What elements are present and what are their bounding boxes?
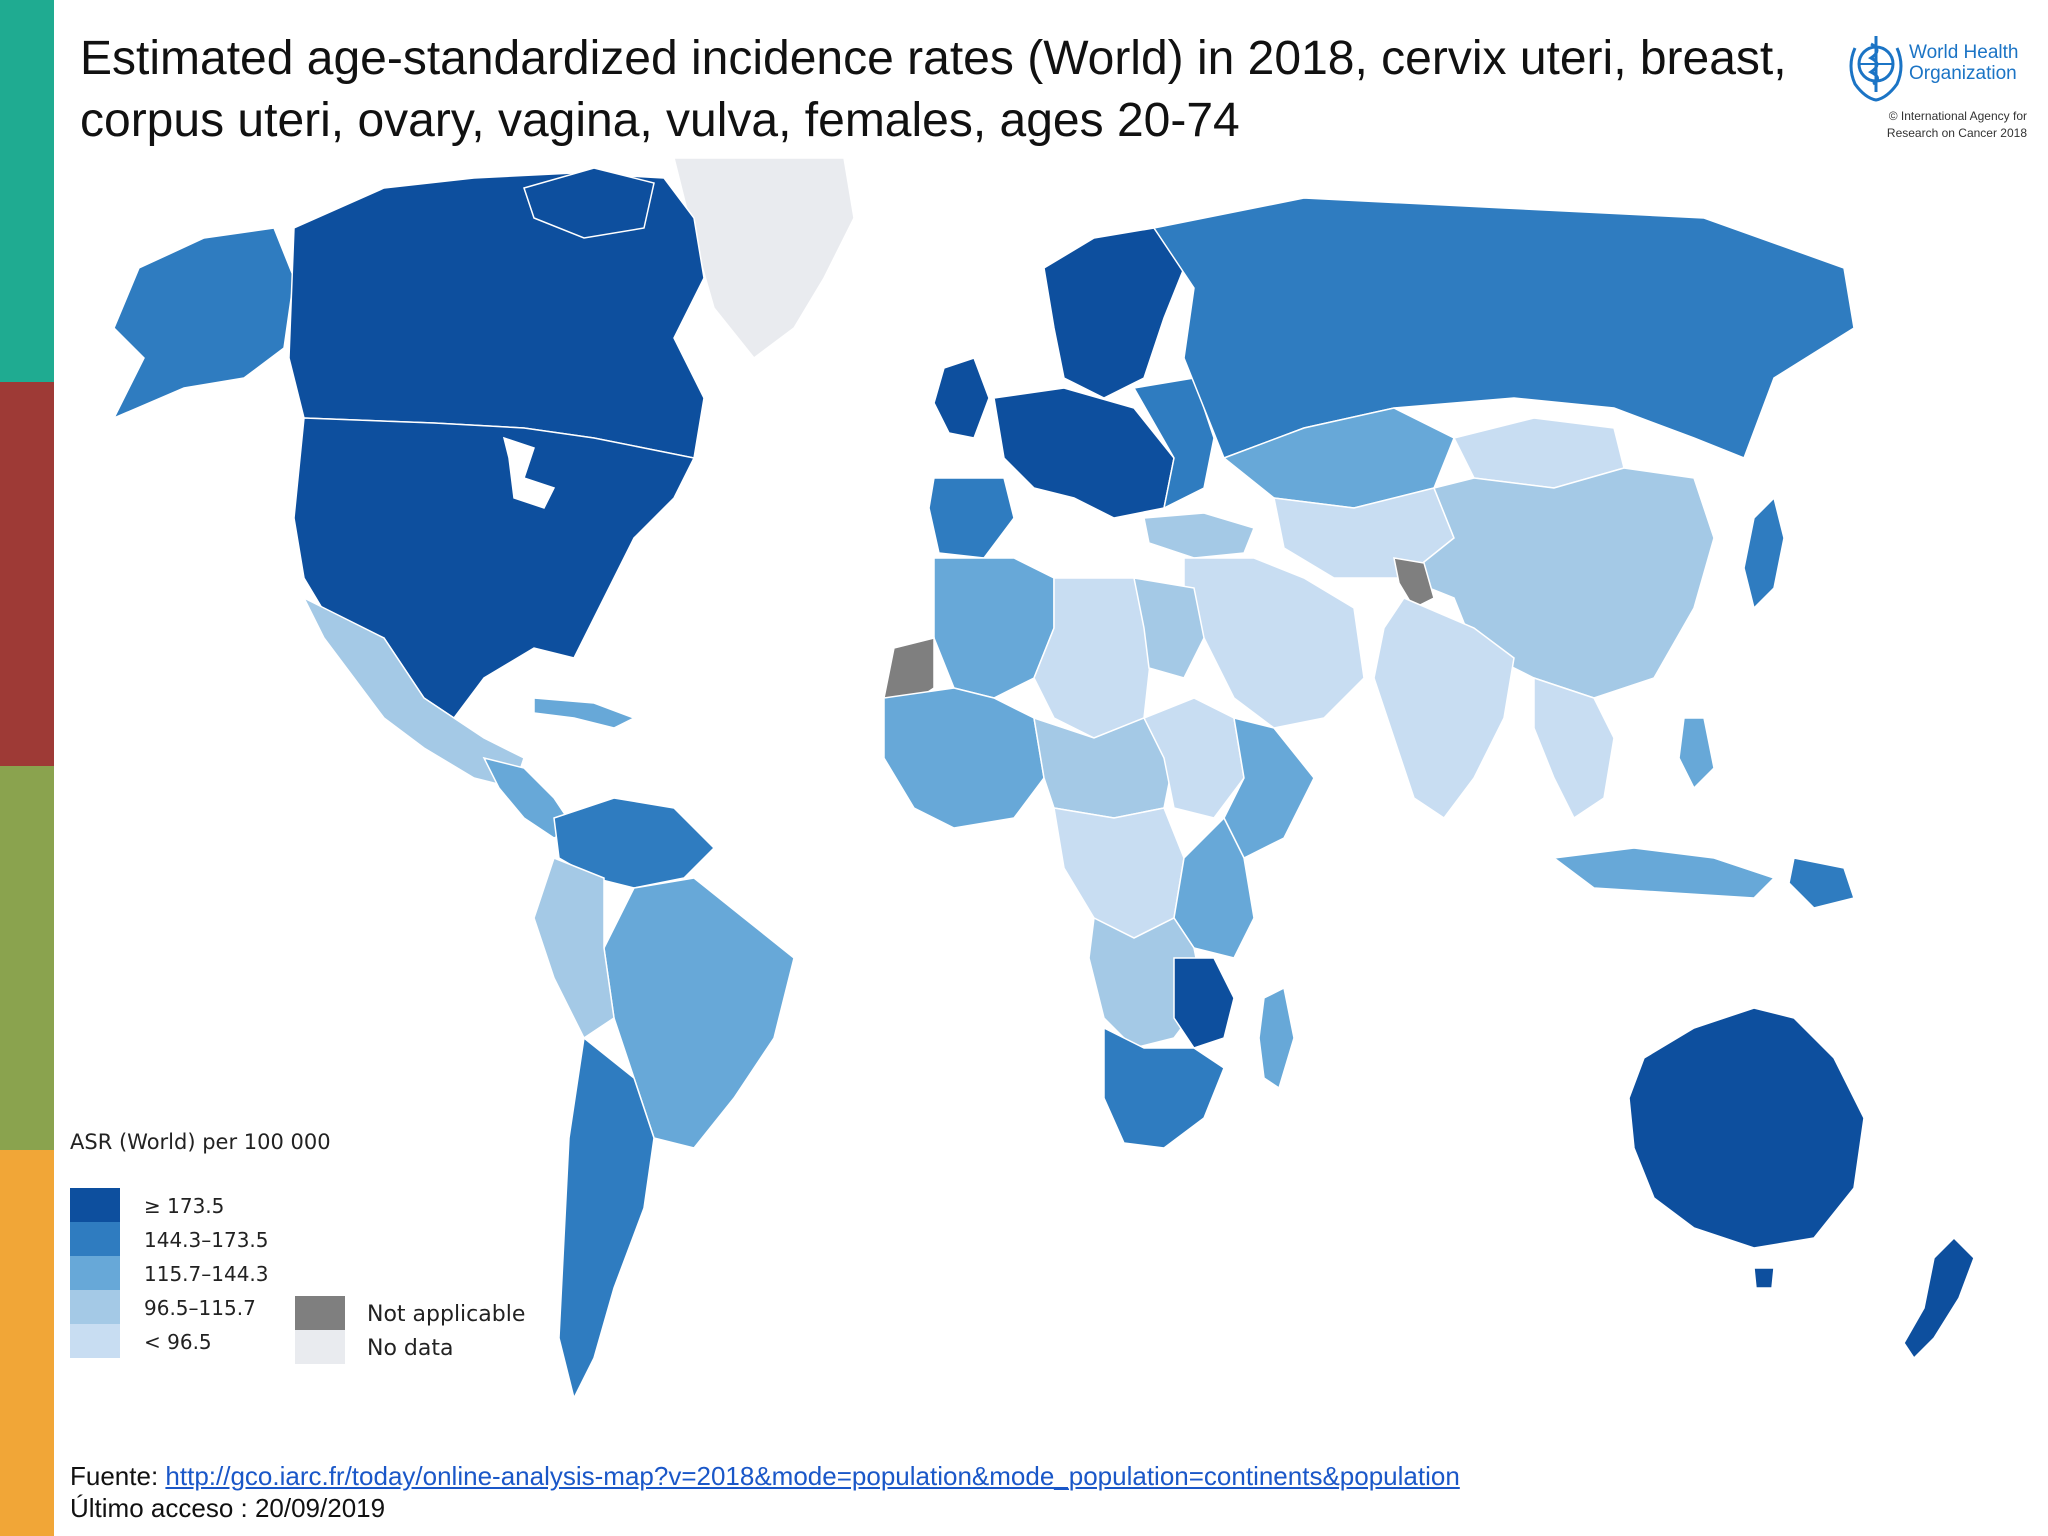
region-great-lakes — [502, 436, 556, 509]
legend-swatch — [70, 1256, 120, 1290]
region-mainland-southeast-asia — [1533, 676, 1615, 820]
legend-swatch — [70, 1188, 120, 1222]
source-label: Fuente: — [70, 1461, 166, 1491]
legend-swatch — [295, 1296, 345, 1330]
region-australia — [1628, 1007, 1865, 1249]
region-russia — [1152, 197, 1855, 459]
iarc-copyright: © International Agency for Research on C… — [1886, 109, 2027, 140]
legend-label: Not applicable — [367, 1302, 526, 1327]
side-bar-orange — [0, 1150, 54, 1536]
source-line: Fuente: http://gco.iarc.fr/today/online-… — [70, 1460, 1460, 1492]
region-sudan — [1142, 697, 1245, 819]
region-new-zealand — [1903, 1236, 1975, 1360]
source-link[interactable]: http://gco.iarc.fr/today/online-analysis… — [165, 1461, 1460, 1491]
map-legend: ASR (World) per 100 000 ≥ 173.5 144.3–17… — [70, 1130, 550, 1380]
legend-swatch — [295, 1330, 345, 1364]
region-argentina-chile — [558, 1036, 655, 1401]
region-india — [1373, 597, 1515, 820]
region-middle-east — [1183, 557, 1365, 729]
region-alaska — [112, 227, 295, 420]
world-map — [54, 158, 2048, 1448]
region-scandinavia — [1043, 227, 1185, 399]
legend-label: 96.5–115.7 — [144, 1296, 256, 1320]
region-pakistan — [1393, 557, 1435, 609]
side-bar-red — [0, 382, 54, 766]
legend-swatch — [70, 1290, 120, 1324]
who-logo: World Health Organization © Internationa… — [1845, 28, 2027, 158]
legend-label: No data — [367, 1336, 454, 1361]
region-indonesia — [1552, 847, 1776, 899]
who-org-name: World Health Organization — [1909, 42, 2019, 84]
region-zimbabwe-mozambique — [1173, 957, 1235, 1049]
legend-label: 144.3–173.5 — [144, 1228, 269, 1252]
region-japan — [1743, 496, 1785, 610]
access-date: Último acceso : 20/09/2019 — [70, 1493, 386, 1523]
who-emblem-icon — [1849, 36, 1903, 102]
legend-swatch — [70, 1222, 120, 1256]
region-western-europe — [993, 387, 1175, 519]
region-iberia — [928, 477, 1015, 559]
region-south-africa — [1103, 1026, 1225, 1149]
region-central-africa — [1053, 807, 1185, 939]
legend-title: ASR (World) per 100 000 — [70, 1130, 331, 1154]
legend-label: ≥ 173.5 — [144, 1194, 225, 1218]
legend-label: < 96.5 — [144, 1330, 212, 1354]
side-bar-teal — [0, 0, 54, 382]
side-bar-green — [0, 766, 54, 1150]
legend-label: 115.7–144.3 — [144, 1262, 269, 1286]
region-canada-islands — [523, 167, 655, 239]
region-philippines — [1678, 717, 1715, 790]
region-horn-of-africa — [1223, 716, 1315, 860]
legend-swatch — [70, 1324, 120, 1358]
region-madagascar — [1258, 986, 1295, 1090]
slide-title: Estimated age-standardized incidence rat… — [80, 32, 1787, 147]
region-tasmania — [1753, 1267, 1775, 1289]
region-turkey — [1143, 512, 1256, 559]
region-peru-west — [533, 857, 615, 1040]
region-papua-new-guinea — [1788, 857, 1855, 909]
region-west-africa — [883, 687, 1045, 829]
region-uk-ireland — [933, 357, 990, 439]
region-egypt — [1133, 577, 1205, 679]
region-caribbean — [533, 697, 636, 729]
footer: Fuente: http://gco.iarc.fr/today/online-… — [70, 1460, 1460, 1524]
